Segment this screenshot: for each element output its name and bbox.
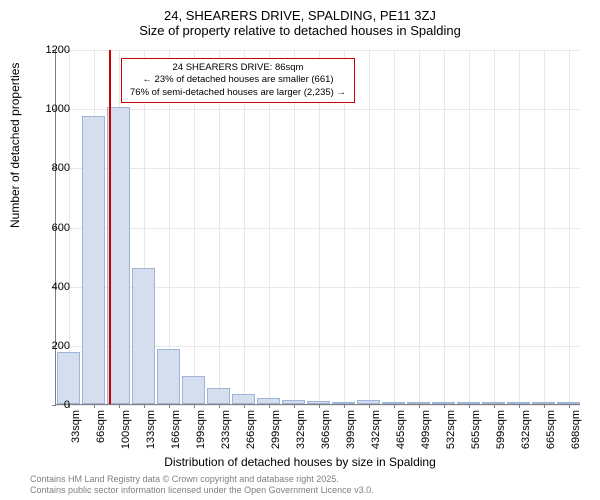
xtick-label: 299sqm: [270, 410, 282, 460]
xtick-label: 233sqm: [220, 410, 232, 460]
xtick-label: 632sqm: [520, 410, 532, 460]
xtick-mark: [294, 404, 295, 408]
ytick-label: 800: [30, 162, 70, 174]
y-axis-label: Number of detached properties: [8, 63, 22, 228]
footer-attribution: Contains HM Land Registry data © Crown c…: [30, 474, 374, 496]
ytick-label: 600: [30, 222, 70, 234]
xtick-label: 266sqm: [245, 410, 257, 460]
xtick-label: 532sqm: [445, 410, 457, 460]
gridline-vertical: [544, 50, 545, 404]
annotation-line-3: 76% of semi-detached houses are larger (…: [130, 87, 346, 99]
gridline-vertical: [469, 50, 470, 404]
xtick-mark: [194, 404, 195, 408]
xtick-label: 66sqm: [95, 410, 107, 460]
histogram-bar: [157, 349, 180, 404]
xtick-mark: [519, 404, 520, 408]
gridline-vertical: [394, 50, 395, 404]
gridline-vertical: [344, 50, 345, 404]
xtick-mark: [369, 404, 370, 408]
ytick-label: 0: [30, 399, 70, 411]
xtick-mark: [319, 404, 320, 408]
gridline-vertical: [369, 50, 370, 404]
xtick-label: 565sqm: [470, 410, 482, 460]
histogram-bar: [432, 402, 455, 404]
xtick-mark: [269, 404, 270, 408]
xtick-label: 133sqm: [145, 410, 157, 460]
xtick-label: 665sqm: [545, 410, 557, 460]
annotation-line-2: ← 23% of detached houses are smaller (66…: [130, 74, 346, 86]
gridline-vertical: [494, 50, 495, 404]
gridline-vertical: [194, 50, 195, 404]
xtick-label: 432sqm: [370, 410, 382, 460]
gridline-vertical: [269, 50, 270, 404]
xtick-mark: [469, 404, 470, 408]
gridline-vertical: [244, 50, 245, 404]
histogram-bar: [257, 398, 280, 405]
chart-area: 24 SHEARERS DRIVE: 86sqm← 23% of detache…: [55, 50, 580, 405]
xtick-label: 33sqm: [70, 410, 82, 460]
histogram-bar: [182, 376, 205, 404]
xtick-mark: [544, 404, 545, 408]
xtick-label: 698sqm: [570, 410, 582, 460]
footer-line-1: Contains HM Land Registry data © Crown c…: [30, 474, 374, 485]
histogram-bar: [482, 402, 505, 404]
xtick-label: 166sqm: [170, 410, 182, 460]
xtick-mark: [94, 404, 95, 408]
plot-area: 24 SHEARERS DRIVE: 86sqm← 23% of detache…: [55, 50, 580, 405]
histogram-bar: [407, 402, 430, 404]
histogram-bar: [282, 400, 305, 404]
xtick-mark: [119, 404, 120, 408]
xtick-label: 366sqm: [320, 410, 332, 460]
gridline-vertical: [419, 50, 420, 404]
title-line-2: Size of property relative to detached ho…: [0, 23, 600, 38]
title-line-1: 24, SHEARERS DRIVE, SPALDING, PE11 3ZJ: [0, 8, 600, 23]
footer-line-2: Contains public sector information licen…: [30, 485, 374, 496]
histogram-bar: [82, 116, 105, 404]
histogram-bar: [232, 394, 255, 404]
gridline-vertical: [319, 50, 320, 404]
xtick-mark: [419, 404, 420, 408]
gridline-vertical: [444, 50, 445, 404]
xtick-mark: [569, 404, 570, 408]
xtick-label: 100sqm: [120, 410, 132, 460]
annotation-line-1: 24 SHEARERS DRIVE: 86sqm: [130, 62, 346, 74]
xtick-label: 499sqm: [420, 410, 432, 460]
xtick-mark: [444, 404, 445, 408]
annotation-callout: 24 SHEARERS DRIVE: 86sqm← 23% of detache…: [121, 58, 355, 103]
gridline-vertical: [219, 50, 220, 404]
histogram-bar: [332, 402, 355, 404]
xtick-label: 332sqm: [295, 410, 307, 460]
histogram-bar: [557, 402, 580, 404]
ytick-label: 400: [30, 281, 70, 293]
xtick-label: 199sqm: [195, 410, 207, 460]
ytick-label: 1200: [30, 44, 70, 56]
xtick-label: 599sqm: [495, 410, 507, 460]
histogram-bar: [57, 352, 80, 404]
gridline-vertical: [569, 50, 570, 404]
xtick-mark: [169, 404, 170, 408]
xtick-label: 399sqm: [345, 410, 357, 460]
xtick-mark: [144, 404, 145, 408]
xtick-mark: [394, 404, 395, 408]
xtick-mark: [244, 404, 245, 408]
ytick-label: 200: [30, 340, 70, 352]
histogram-bar: [132, 268, 155, 404]
histogram-bar: [307, 401, 330, 404]
ytick-label: 1000: [30, 103, 70, 115]
xtick-mark: [494, 404, 495, 408]
xtick-mark: [344, 404, 345, 408]
histogram-bar: [357, 400, 380, 404]
reference-marker-line: [109, 50, 111, 404]
gridline-vertical: [294, 50, 295, 404]
histogram-bar: [507, 402, 530, 404]
histogram-bar: [382, 402, 405, 404]
histogram-bar: [207, 388, 230, 404]
xtick-mark: [219, 404, 220, 408]
gridline-vertical: [519, 50, 520, 404]
chart-title: 24, SHEARERS DRIVE, SPALDING, PE11 3ZJ S…: [0, 0, 600, 38]
histogram-bar: [457, 402, 480, 404]
histogram-bar: [532, 402, 555, 404]
xtick-label: 465sqm: [395, 410, 407, 460]
